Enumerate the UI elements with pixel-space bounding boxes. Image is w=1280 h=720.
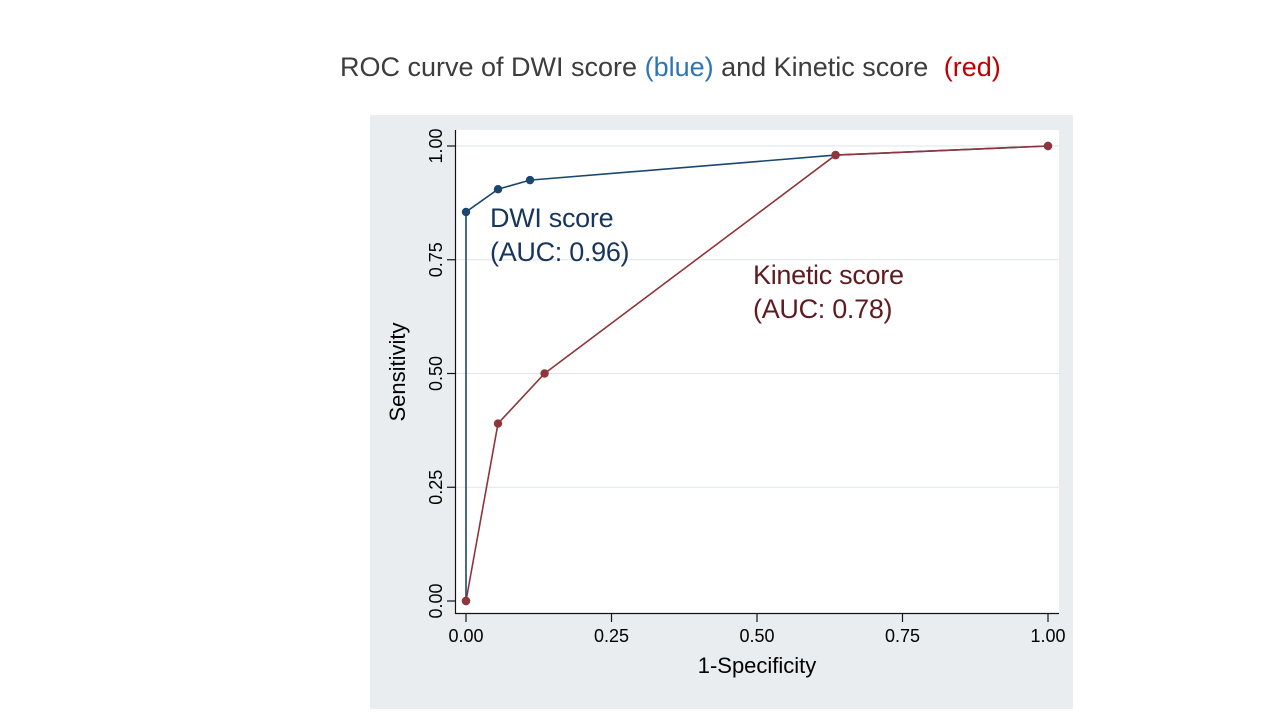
annotation-dwi-score: DWI score (AUC: 0.96) <box>490 201 630 269</box>
series-marker-0 <box>461 207 471 217</box>
annotation-kinetic-auc: (AUC: 0.78) <box>753 294 893 324</box>
series-marker-1 <box>493 419 503 428</box>
x-tick-label: 1.00 <box>1030 626 1065 646</box>
title-text: ROC curve of DWI score <box>340 52 638 82</box>
roc-plot: 0.00 0.25 0.50 0.75 1.00 0.00 0.25 0.50 0.75 1.00 <box>426 128 1066 646</box>
y-tick-label: 0.00 <box>426 583 446 618</box>
page-title: ROC curve of DWI score (blue) and Kineti… <box>340 52 1001 83</box>
title-text-2: and Kinetic score <box>721 52 929 82</box>
annotation-kinetic-name: Kinetic score <box>753 260 904 290</box>
y-tick-label: 0.75 <box>426 242 446 277</box>
series-marker-0 <box>493 185 503 194</box>
series-marker-1 <box>461 596 471 606</box>
x-tick-label: 0.75 <box>885 626 920 646</box>
y-axis-label: Sensitivity <box>385 322 410 422</box>
x-axis-label: 1-Specificity <box>697 653 817 678</box>
series-marker-0 <box>525 175 535 185</box>
title-red-label: (red) <box>943 52 1001 82</box>
annotation-dwi-name: DWI score <box>490 203 614 233</box>
annotation-dwi-auc: (AUC: 0.96) <box>490 237 630 267</box>
annotation-kinetic-score: Kinetic score (AUC: 0.78) <box>753 258 904 326</box>
chart-panel: 0.00 0.25 0.50 0.75 1.00 0.00 0.25 0.50 0.75 1.00… <box>370 115 1073 709</box>
y-tick-label: 0.25 <box>426 470 446 505</box>
x-tick-label: 0.00 <box>448 626 483 646</box>
x-tick-label: 0.50 <box>739 626 774 646</box>
series-marker-1 <box>540 369 549 378</box>
series-marker-1 <box>831 150 840 160</box>
title-blue-label: (blue) <box>644 52 714 82</box>
y-tick-label: 1.00 <box>426 128 446 163</box>
y-tick-label: 0.50 <box>426 356 446 391</box>
series-marker-1 <box>1043 141 1053 151</box>
plot-region <box>455 130 1059 613</box>
x-tick-label: 0.25 <box>594 626 629 646</box>
